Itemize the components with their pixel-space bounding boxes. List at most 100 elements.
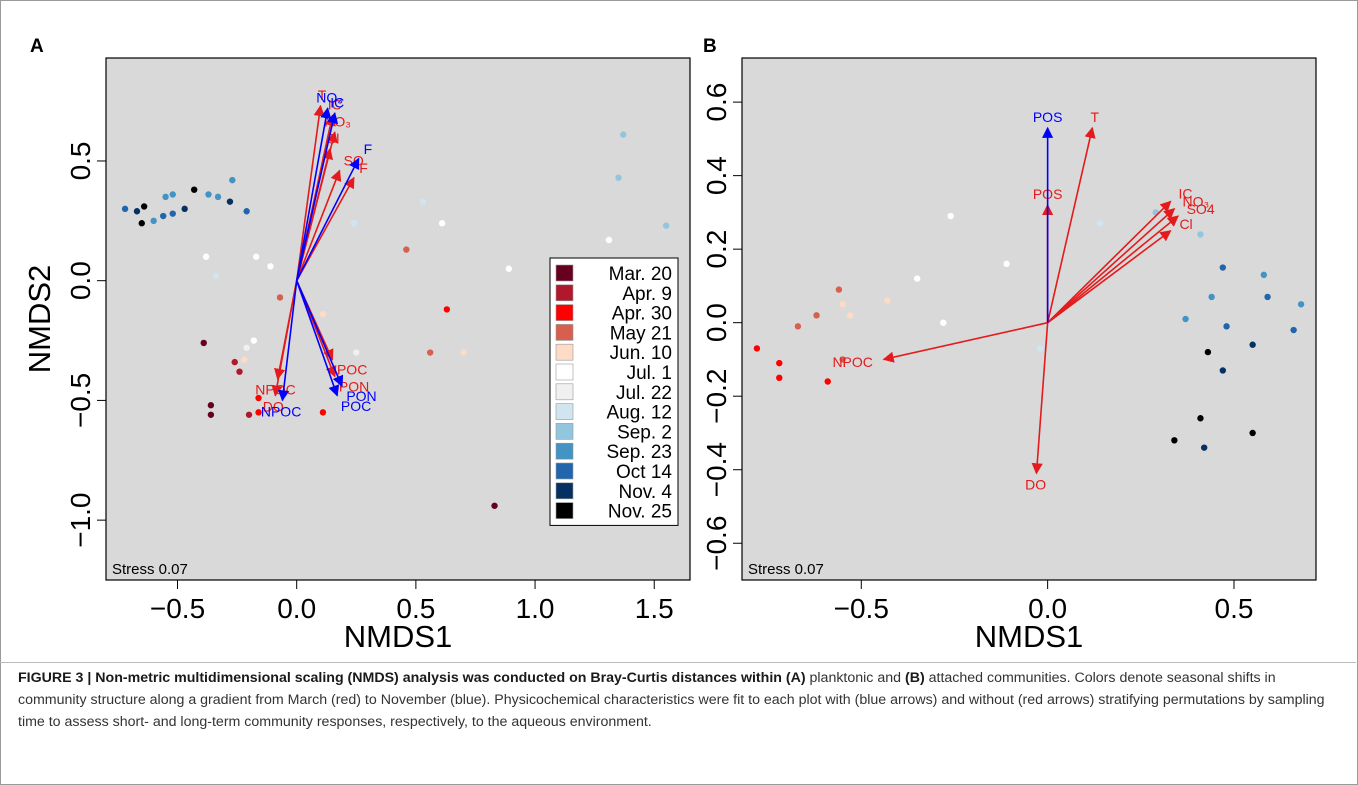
data-point-a — [276, 294, 284, 301]
data-point-b — [940, 319, 947, 326]
data-point-a — [212, 272, 219, 280]
vector-arrow-b — [1047, 230, 1172, 324]
legend-label: Sep. 23 — [607, 442, 673, 463]
data-point-a — [207, 411, 215, 418]
data-point-a — [250, 337, 257, 344]
data-point-b — [839, 356, 846, 363]
data-point-a — [460, 349, 467, 356]
data-point-b — [1003, 260, 1010, 268]
data-point-a — [181, 205, 188, 213]
panel-a: −0.5 0.0 0.5 1.0 1.5−1.0−0.50.00.5NMDS1NMDS2… — [22, 57, 691, 654]
data-point-a — [491, 502, 498, 509]
legend-label: Jul. 1 — [627, 363, 672, 384]
data-point-a — [255, 409, 262, 416]
y-tick-label-a: 0.5 — [65, 141, 96, 180]
data-point-a — [319, 311, 327, 318]
data-point-a — [252, 253, 260, 260]
vector-arrow-a — [295, 169, 342, 281]
data-point-b — [753, 345, 761, 352]
vector-arrow-a — [278, 280, 298, 402]
vector-arrow-a — [295, 280, 340, 397]
data-point-b — [846, 312, 854, 319]
legend-swatch — [555, 264, 574, 282]
vector-arrow-b — [1047, 207, 1176, 324]
caption-text-2: attached communities. Colors denote seas… — [18, 670, 1325, 730]
y-tick-label-b: 0.2 — [701, 230, 732, 269]
legend-label: May 21 — [610, 323, 672, 344]
legend-swatch — [555, 502, 574, 519]
legend-label: Jun. 10 — [610, 343, 672, 364]
data-point-b — [884, 297, 891, 304]
x-tick-label-a: 0.5 — [396, 593, 435, 624]
data-point-a — [662, 222, 670, 229]
data-point-a — [133, 208, 141, 215]
y-tick-label-b: 0.4 — [701, 156, 732, 195]
vector-label-a: DO — [263, 398, 284, 414]
data-point-b — [1297, 301, 1305, 308]
caption-divider — [0, 662, 1356, 663]
data-point-a — [605, 236, 613, 244]
data-point-b — [913, 275, 921, 282]
legend-label: Jul. 22 — [616, 383, 672, 404]
vector-arrow-a — [295, 104, 325, 281]
vector-label-b: NO₃ — [1183, 193, 1210, 209]
y-axis-label-a: NMDS2 — [22, 265, 57, 374]
legend-swatch — [555, 343, 574, 361]
data-point-b — [1249, 341, 1256, 348]
data-point-a — [200, 339, 207, 347]
legend-label: Sep. 2 — [617, 422, 672, 443]
legend-swatch — [555, 383, 574, 401]
vector-arrow-a — [295, 111, 339, 281]
data-point-a — [150, 217, 157, 225]
nmds-figure: A B −0.5 0.0 0.5 1.0 1.5−1.0−0.50.00.5NMDS1N… — [22, 36, 1317, 654]
vector-arrow-b — [1047, 200, 1172, 324]
vector-arrow-b — [1046, 126, 1096, 323]
legend-label: Apr. 30 — [612, 304, 672, 325]
data-point-a — [245, 411, 253, 418]
vector-label-a: POC — [337, 362, 367, 378]
vector-label-b: SO4 — [1187, 201, 1215, 217]
legend-swatch — [555, 324, 574, 341]
data-point-b — [776, 359, 783, 367]
data-point-a — [443, 306, 451, 313]
legend-label: Mar. 20 — [609, 264, 672, 285]
data-point-a — [226, 198, 234, 205]
data-point-a — [255, 394, 262, 402]
stress-label-a: Stress 0.07 — [112, 561, 188, 578]
vector-arrow-a — [295, 157, 360, 282]
x-tick-label-a: −0.5 — [150, 593, 205, 624]
legend-swatch — [555, 363, 574, 381]
data-point-a — [319, 409, 327, 416]
data-point-b — [1200, 444, 1208, 451]
data-point-b — [1036, 345, 1044, 352]
vector-label-b: T — [1091, 109, 1100, 125]
data-point-b — [813, 312, 820, 319]
data-point-a — [403, 246, 410, 253]
data-point-a — [160, 212, 167, 220]
data-point-a — [205, 191, 212, 198]
vector-label-b: IC — [1178, 186, 1192, 202]
data-point-b — [776, 374, 783, 382]
x-tick-label-a: 0.0 — [277, 593, 316, 624]
data-point-a — [229, 176, 236, 184]
y-tick-label-a: 0.0 — [65, 261, 96, 300]
y-tick-label-a: −0.5 — [65, 373, 96, 428]
vector-label-a: POC — [341, 398, 371, 414]
y-tick-label-b: −0.2 — [701, 369, 732, 424]
y-tick-label-a: −1.0 — [65, 492, 96, 547]
vector-arrow-a — [271, 280, 298, 397]
data-point-a — [350, 220, 358, 227]
legend-label: Oct 14 — [616, 462, 672, 483]
data-point-b — [1264, 293, 1271, 301]
y-tick-label-b: −0.6 — [701, 516, 732, 571]
panel-label-a: A — [30, 36, 44, 57]
data-point-b — [839, 301, 846, 308]
vector-label-b: POS — [1033, 109, 1063, 125]
data-point-b — [1096, 220, 1104, 227]
x-tick-label-b: 0.0 — [1028, 593, 1067, 624]
legend-swatch — [555, 462, 574, 480]
data-point-b — [835, 286, 843, 293]
data-point-a — [190, 186, 198, 193]
data-point-a — [243, 208, 250, 215]
data-point-a — [241, 356, 248, 363]
